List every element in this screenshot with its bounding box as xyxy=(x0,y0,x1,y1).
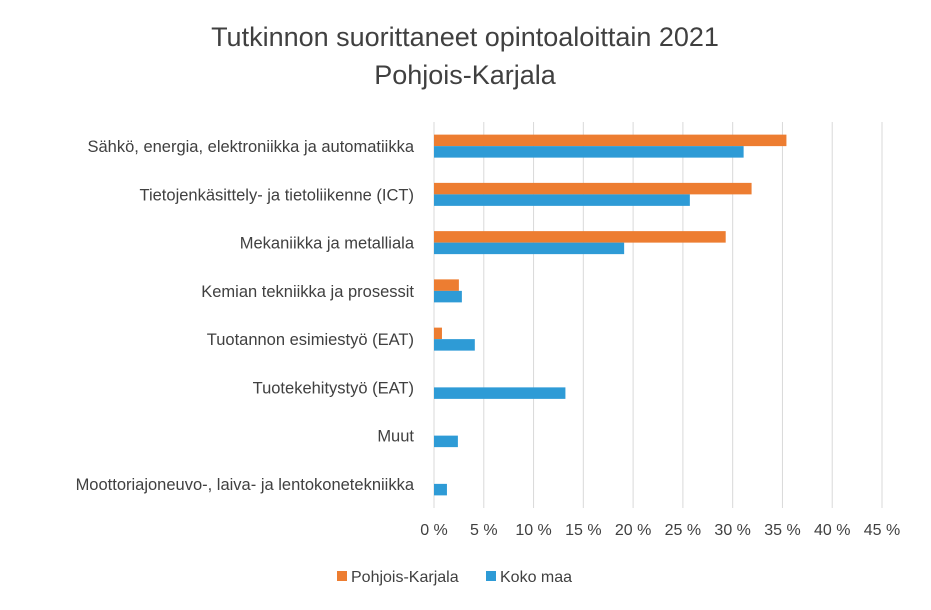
bar-pohjois-karjala xyxy=(434,279,459,291)
category-label: Kemian tekniikka ja prosessit xyxy=(201,283,414,301)
bar-koko-maa xyxy=(434,387,566,399)
legend-label: Pohjois-Karjala xyxy=(351,569,459,586)
category-label: Sähkö, energia, elektroniikka ja automat… xyxy=(87,138,414,156)
category-label: Mekaniikka ja metalliala xyxy=(240,235,415,253)
legend: Pohjois-Karjala Koko maa xyxy=(337,569,572,586)
legend-swatch xyxy=(486,571,496,581)
bar-koko-maa xyxy=(434,435,458,448)
x-axis-tick-labels: 0 % 5 % 10 % 15 % 20 % 25 % 30 % 35 % 40 % 45 % xyxy=(420,522,900,539)
legend-swatch xyxy=(337,571,347,581)
category-label: Moottoriajoneuvo-, laiva- ja lentokonete… xyxy=(76,476,415,494)
x-tick-label: 40 % xyxy=(814,522,850,539)
bar-pohjois-karjala xyxy=(434,231,726,243)
bar-koko-maa xyxy=(434,483,447,496)
bar-koko-maa xyxy=(434,194,690,206)
category-label: Tietojenkäsittely- ja tietoliikenne (ICT… xyxy=(140,186,415,204)
x-tick-label: 10 % xyxy=(515,522,551,539)
bar-pohjois-karjala xyxy=(434,327,442,340)
category-labels: Sähkö, energia, elektroniikka ja automat… xyxy=(76,138,415,494)
x-tick-label: 15 % xyxy=(565,522,601,539)
category-label: Tuotannon esimiestyö (EAT) xyxy=(207,331,414,349)
x-tick-label: 5 % xyxy=(470,522,498,539)
bar-koko-maa xyxy=(434,339,475,351)
bar-pohjois-karjala xyxy=(434,182,752,195)
x-tick-label: 45 % xyxy=(864,522,900,539)
x-tick-label: 25 % xyxy=(665,522,701,539)
x-tick-label: 30 % xyxy=(714,522,750,539)
bars xyxy=(434,134,787,496)
bar-koko-maa xyxy=(434,290,462,303)
chart-title-line-2: Pohjois-Karjala xyxy=(374,60,557,90)
legend-label: Koko maa xyxy=(500,569,572,586)
x-tick-label: 35 % xyxy=(764,522,800,539)
gridlines xyxy=(433,122,883,508)
x-tick-label: 0 % xyxy=(420,522,448,539)
category-label: Tuotekehitystyö (EAT) xyxy=(253,379,414,397)
chart-title-line-1: Tutkinnon suorittaneet opintoaloittain 2… xyxy=(211,22,719,52)
x-tick-label: 20 % xyxy=(615,522,651,539)
bar-pohjois-karjala xyxy=(434,134,787,147)
bar-koko-maa xyxy=(434,242,625,255)
bar-koko-maa xyxy=(434,146,744,158)
category-label: Muut xyxy=(377,428,414,446)
